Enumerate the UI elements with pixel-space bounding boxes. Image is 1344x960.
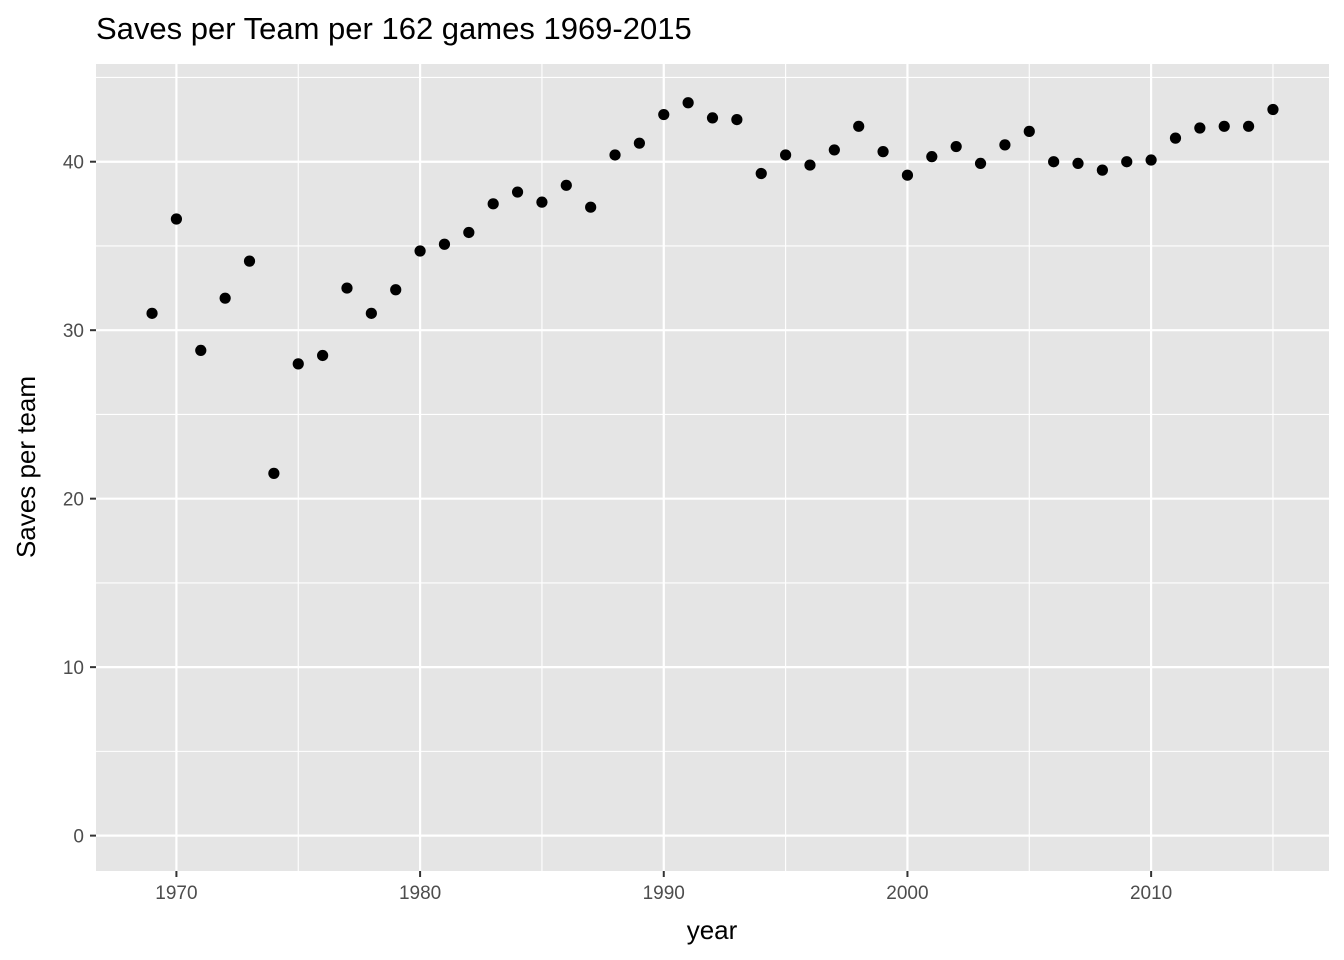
data-point — [1169, 132, 1182, 144]
minor-gridlines — [96, 64, 1329, 871]
data-point — [511, 186, 524, 198]
data-point — [1194, 122, 1206, 134]
y-axis: 0 10 20 30 40 — [63, 153, 96, 848]
data-point — [877, 146, 889, 158]
x-tick-label: 1990 — [643, 883, 685, 904]
data-point — [609, 149, 621, 161]
data-point — [365, 307, 377, 319]
data-point — [487, 198, 499, 210]
data-point — [195, 344, 207, 357]
x-tick-label: 2010 — [1130, 883, 1172, 904]
data-point — [585, 201, 597, 213]
data-point — [146, 307, 158, 319]
data-point — [780, 149, 792, 161]
data-point — [414, 245, 426, 257]
y-tick-label: 30 — [63, 321, 84, 342]
data-point — [1242, 120, 1255, 132]
data-point — [438, 238, 451, 250]
x-tick-label: 2000 — [886, 883, 928, 904]
x-tick-label: 1980 — [399, 883, 441, 904]
data-point — [658, 108, 670, 121]
data-point — [731, 113, 743, 126]
y-tick-label: 10 — [63, 658, 84, 679]
data-point — [828, 144, 840, 156]
x-tick-label: 1970 — [155, 883, 197, 904]
data-point — [317, 349, 329, 362]
data-point — [390, 284, 402, 296]
data-point — [1267, 103, 1279, 116]
data-point — [1145, 154, 1157, 166]
panel-background — [96, 64, 1329, 871]
data-point — [804, 159, 816, 171]
data-point — [268, 467, 280, 479]
data-point — [1096, 164, 1108, 176]
data-point — [999, 139, 1011, 151]
x-axis: 1970 1980 1990 2000 2010 — [155, 871, 1172, 904]
data-point — [926, 151, 938, 163]
data-point — [536, 196, 548, 208]
x-axis-title: year — [687, 915, 738, 945]
data-point — [219, 292, 231, 304]
data-point — [292, 358, 304, 370]
data-point — [560, 179, 572, 191]
data-point — [1072, 157, 1084, 170]
data-point — [706, 112, 719, 124]
data-point — [1023, 125, 1035, 137]
data-point — [901, 169, 914, 181]
data-point — [1218, 120, 1230, 132]
data-point — [341, 282, 353, 294]
data-point — [682, 97, 694, 109]
data-points — [146, 97, 1279, 479]
data-point — [463, 226, 475, 239]
data-point — [1121, 156, 1133, 168]
data-point — [1048, 156, 1060, 168]
data-point — [974, 157, 987, 170]
data-point — [170, 213, 183, 225]
y-tick-label: 20 — [63, 490, 84, 511]
data-point — [853, 120, 865, 132]
y-tick-label: 0 — [73, 827, 84, 848]
chart-title: Saves per Team per 162 games 1969-2015 — [96, 11, 692, 46]
data-point — [950, 140, 962, 153]
y-axis-title: Saves per team — [11, 376, 41, 558]
y-tick-label: 40 — [63, 153, 84, 174]
data-point — [243, 255, 256, 267]
data-point — [633, 137, 645, 149]
data-point — [755, 167, 767, 180]
